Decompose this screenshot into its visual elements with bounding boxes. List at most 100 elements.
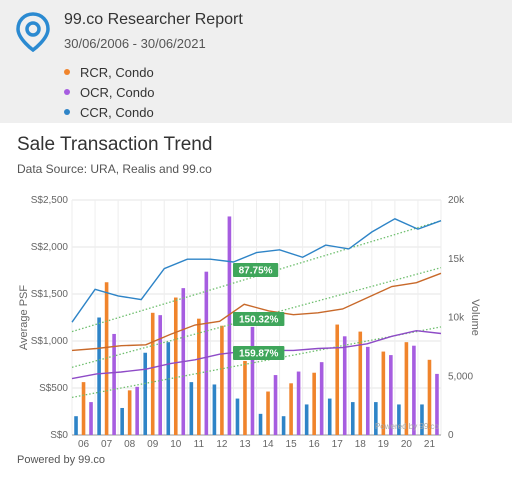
report-date-range: 30/06/2006 - 30/06/2021 <box>64 36 206 51</box>
left-tick-label: S$2,500 <box>31 195 69 206</box>
bar <box>158 315 163 435</box>
bar <box>112 333 116 435</box>
right-axis-title: Volume <box>469 299 481 336</box>
bar <box>374 402 378 435</box>
growth-label-box <box>233 263 279 277</box>
x-tick-label: 06 <box>78 439 90 450</box>
bar <box>197 318 201 435</box>
location-pin-logo-icon <box>16 12 50 57</box>
bar <box>243 360 247 435</box>
legend-dot-ccr <box>64 109 70 115</box>
series-line <box>71 218 442 323</box>
bar <box>89 402 93 435</box>
left-tick-label: S$1,500 <box>31 289 69 300</box>
left-axis-title: Average PSF <box>18 285 30 351</box>
bar <box>335 324 340 435</box>
chart-source: Data Source: URA, Realis and 99.co <box>17 162 212 176</box>
bar <box>412 345 416 435</box>
bar <box>220 325 224 435</box>
bar <box>74 416 78 435</box>
chart-title: Sale Transaction Trend <box>17 134 213 155</box>
bar <box>150 312 155 435</box>
legend-item-ccr: CCR, Condo <box>64 102 154 122</box>
legend-label-ccr: CCR, Condo <box>80 104 154 120</box>
bar <box>127 390 132 435</box>
legend-dot-rcr <box>64 69 70 75</box>
bar <box>304 404 309 435</box>
x-tick-label: 18 <box>355 439 367 450</box>
legend-label-rcr: RCR, Condo <box>80 64 154 80</box>
right-tick-label: 10k <box>448 313 465 324</box>
x-tick-label: 17 <box>332 439 344 450</box>
chart-watermark: Powered by 99.co <box>375 422 440 431</box>
right-tick-label: 0 <box>448 430 454 441</box>
bar <box>281 416 286 435</box>
x-tick-label: 13 <box>239 439 251 450</box>
bar <box>173 297 178 435</box>
bar <box>135 386 139 435</box>
bar <box>189 382 194 435</box>
growth-label-box <box>233 312 285 326</box>
x-tick-label: 15 <box>286 439 298 450</box>
sale-transaction-chart: S$0 S$500 S$1,000 S$1,500 S$2,000 S$2,500 0 5,0… <box>18 195 481 450</box>
bar <box>120 407 124 435</box>
bar <box>312 372 316 435</box>
series-line <box>71 272 442 352</box>
left-tick-label: S$1,000 <box>31 336 69 347</box>
bar <box>212 384 217 435</box>
report-header: 99.co Researcher Report 30/06/2006 - 30/… <box>0 0 512 123</box>
x-tick-label: 10 <box>170 439 182 450</box>
bar <box>342 336 347 435</box>
report-title: 99.co Researcher Report <box>64 11 243 28</box>
bar <box>397 404 401 435</box>
bar <box>273 375 278 435</box>
left-tick-label: S$2,000 <box>31 242 69 253</box>
trend-line <box>71 267 442 368</box>
growth-label: 159.87% <box>239 349 279 360</box>
left-tick-label: S$0 <box>50 430 68 441</box>
bar <box>258 413 263 435</box>
legend-item-rcr: RCR, Condo <box>64 62 154 82</box>
bar <box>420 404 424 435</box>
bar <box>250 326 255 435</box>
x-tick-label: 08 <box>124 439 136 450</box>
bar <box>358 331 363 435</box>
bar <box>97 317 101 435</box>
bar <box>435 373 439 435</box>
bar <box>389 355 393 435</box>
bar <box>296 371 301 435</box>
bar <box>427 359 432 435</box>
powered-by-footer: Powered by 99.co <box>17 454 106 466</box>
legend-dot-ocr <box>64 89 70 95</box>
x-tick-label: 16 <box>309 439 321 450</box>
bar <box>404 342 409 435</box>
x-tick-label: 19 <box>378 439 390 450</box>
x-tick-label: 12 <box>216 439 228 450</box>
bar <box>350 402 355 435</box>
x-tick-label: 11 <box>194 439 205 450</box>
bar <box>235 398 240 435</box>
bar <box>381 351 386 435</box>
bar <box>166 342 171 435</box>
bar <box>81 382 86 435</box>
right-tick-label: 15k <box>448 254 465 265</box>
legend: RCR, Condo OCR, Condo CCR, Condo <box>64 62 154 122</box>
x-tick-label: 21 <box>424 439 436 450</box>
growth-label-box <box>233 346 285 360</box>
x-tick-label: 09 <box>147 439 159 450</box>
x-tick-label: 07 <box>101 439 113 450</box>
growth-label: 87.75% <box>239 266 273 277</box>
bar <box>289 383 293 435</box>
bar <box>266 391 270 435</box>
bar <box>327 398 332 435</box>
bar <box>143 352 148 435</box>
bar <box>227 216 232 435</box>
legend-item-ocr: OCR, Condo <box>64 82 154 102</box>
growth-label: 150.32% <box>239 315 279 326</box>
x-tick-label: 14 <box>262 439 274 450</box>
x-tick-label: 20 <box>401 439 413 450</box>
bar <box>319 362 324 435</box>
right-tick-label: 20k <box>448 195 465 206</box>
right-tick-label: 5,000 <box>448 371 473 382</box>
bar <box>365 346 370 435</box>
